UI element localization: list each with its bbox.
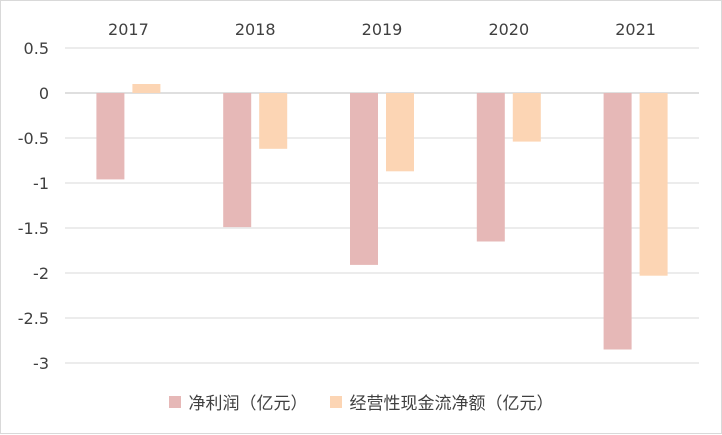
y-tick-label: -1.5 (18, 219, 49, 238)
bar-series1-2021 (639, 93, 668, 276)
y-tick-label: -1 (33, 174, 49, 193)
x-tick-label: 2021 (615, 20, 656, 39)
bar-series0-2021 (603, 93, 632, 350)
legend-swatch-net-profit (168, 395, 181, 408)
x-tick-label: 2019 (362, 20, 403, 39)
bar-series0-2017 (96, 93, 125, 180)
y-tick-label: -2 (33, 264, 49, 283)
legend-item-net-profit: 净利润（亿元） (168, 389, 308, 414)
bar-series0-2018 (223, 93, 252, 228)
legend-swatch-operating-cashflow (329, 395, 342, 408)
x-tick-label: 2018 (235, 20, 276, 39)
legend: 净利润（亿元） 经营性现金流净额（亿元） (1, 389, 721, 414)
y-tick-label: -2.5 (18, 309, 49, 328)
bar-series1-2017 (132, 84, 161, 93)
bar-series1-2020 (512, 93, 541, 142)
legend-label-net-profit: 净利润（亿元） (188, 394, 308, 414)
bar-series1-2018 (259, 93, 288, 149)
bar-series0-2020 (476, 93, 505, 242)
legend-label-operating-cashflow: 经营性现金流净额（亿元） (349, 394, 554, 414)
y-tick-label: -3 (33, 354, 49, 373)
y-tick-label: 0.5 (24, 39, 49, 58)
legend-item-operating-cashflow: 经营性现金流净额（亿元） (329, 389, 554, 414)
y-tick-label: 0 (39, 84, 49, 103)
x-tick-label: 2017 (108, 20, 149, 39)
bar-series1-2019 (386, 93, 414, 172)
x-tick-label: 2020 (488, 20, 529, 39)
y-tick-label: -0.5 (18, 129, 49, 148)
bar-series0-2019 (350, 93, 378, 265)
